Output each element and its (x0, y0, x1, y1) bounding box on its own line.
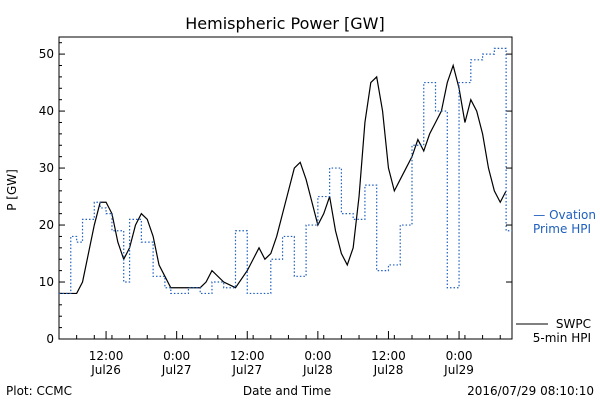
y-tick-label: 0 (46, 332, 54, 346)
x-tick-time: 12:00 (371, 349, 406, 363)
x-tick-date: Jul28 (373, 363, 404, 377)
x-tick-date: Jul28 (302, 363, 333, 377)
y-tick-label: 20 (39, 218, 54, 232)
legend: — Ovation Prime HPI SWPC 5-min HPI (516, 208, 596, 345)
x-tick-date: Jul26 (90, 363, 121, 377)
x-tick-time: 0:00 (163, 349, 190, 363)
x-tick-time: 12:00 (230, 349, 265, 363)
plot-frame (58, 36, 513, 340)
y-tick-label: 30 (39, 161, 54, 175)
chart-title: Hemispheric Power [GW] (185, 14, 384, 33)
y-axis-label: P [GW] (5, 169, 19, 211)
x-tick-date: Jul27 (161, 363, 192, 377)
series-line-ovation-prime-hpi (59, 47, 512, 295)
legend-ovation-line2: Prime HPI (533, 222, 591, 236)
y-tick-label: 10 (39, 275, 54, 289)
footer-left: Plot: CCMC (6, 384, 72, 398)
x-axis-label: Date and Time (243, 384, 331, 398)
legend-ovation-line1: — Ovation (533, 208, 596, 222)
legend-swpc-line1: SWPC (556, 317, 591, 331)
y-tick-label: 50 (39, 47, 54, 61)
footer-right: 2016/07/29 08:10:10 (467, 384, 594, 398)
y-tick-label: 40 (39, 104, 54, 118)
series-line-swpc-5min-hpi (59, 63, 507, 295)
x-tick-date: Jul27 (231, 363, 262, 377)
legend-swpc-line2: 5-min HPI (533, 331, 591, 345)
x-tick-time: 0:00 (304, 349, 331, 363)
x-tick-date: Jul29 (443, 363, 474, 377)
x-tick-time: 12:00 (89, 349, 124, 363)
x-tick-time: 0:00 (446, 349, 473, 363)
